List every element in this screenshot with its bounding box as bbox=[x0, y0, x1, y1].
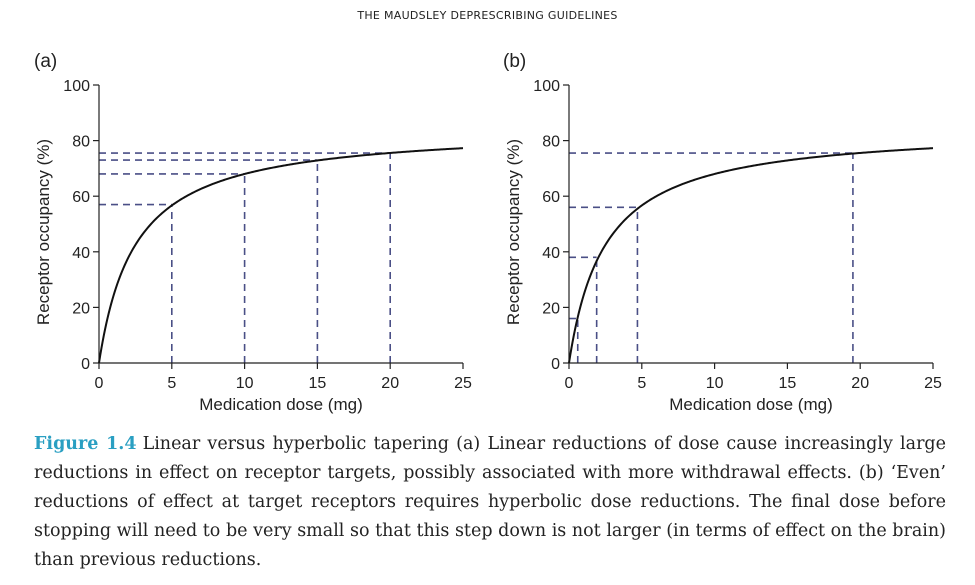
x-tick-label: 15 bbox=[309, 375, 327, 392]
figure-label: Figure 1.4 bbox=[34, 434, 137, 454]
y-tick-label: 60 bbox=[542, 189, 560, 206]
x-tick-label: 5 bbox=[167, 375, 176, 392]
running-header: THE MAUDSLEY DEPRESCRIBING GUIDELINES bbox=[357, 9, 618, 22]
caption-text: Linear versus hyperbolic tapering (a) Li… bbox=[34, 434, 946, 570]
x-tick-label: 15 bbox=[779, 375, 797, 392]
occupancy-curve bbox=[98, 147, 464, 364]
y-axis-label: Receptor occupancy (%) bbox=[34, 139, 53, 325]
y-tick-label: 40 bbox=[542, 245, 560, 262]
x-tick-label: 20 bbox=[381, 375, 399, 392]
chart-panel-b: 0 20 40 60 80 100 0 5 10 15 20 25 Medication dose (m… bbox=[503, 51, 942, 414]
x-tick-label: 25 bbox=[924, 375, 942, 392]
y-tick-label: 20 bbox=[542, 300, 560, 317]
panel-label: (b) bbox=[503, 51, 526, 72]
y-tick-label: 0 bbox=[551, 356, 560, 373]
occupancy-curve bbox=[568, 147, 934, 364]
y-tick-label: 40 bbox=[72, 245, 90, 262]
x-tick-label: 10 bbox=[236, 375, 254, 392]
y-tick-label: 60 bbox=[72, 189, 90, 206]
panel-label: (a) bbox=[34, 51, 57, 72]
x-tick-label: 25 bbox=[454, 375, 472, 392]
y-tick-label: 100 bbox=[533, 78, 560, 95]
x-axis-label: Medication dose (mg) bbox=[199, 395, 362, 414]
x-tick-label: 10 bbox=[706, 375, 724, 392]
y-tick-label: 80 bbox=[72, 134, 90, 151]
y-tick-label: 80 bbox=[542, 134, 560, 151]
x-tick-label: 0 bbox=[95, 375, 104, 392]
figure-caption: Figure 1.4 Linear versus hyperbolic taper… bbox=[34, 430, 946, 575]
y-axis-label: Receptor occupancy (%) bbox=[504, 139, 523, 325]
y-tick-label: 0 bbox=[81, 356, 90, 373]
y-tick-label: 20 bbox=[72, 300, 90, 317]
x-axis-label: Medication dose (mg) bbox=[669, 395, 832, 414]
x-tick-label: 0 bbox=[565, 375, 574, 392]
x-tick-label: 5 bbox=[637, 375, 646, 392]
x-tick-label: 20 bbox=[851, 375, 869, 392]
chart-panel-a: 0 20 40 60 80 100 0 5 10 15 20 25 Medication dose (m… bbox=[34, 51, 472, 414]
y-tick-label: 100 bbox=[63, 78, 90, 95]
